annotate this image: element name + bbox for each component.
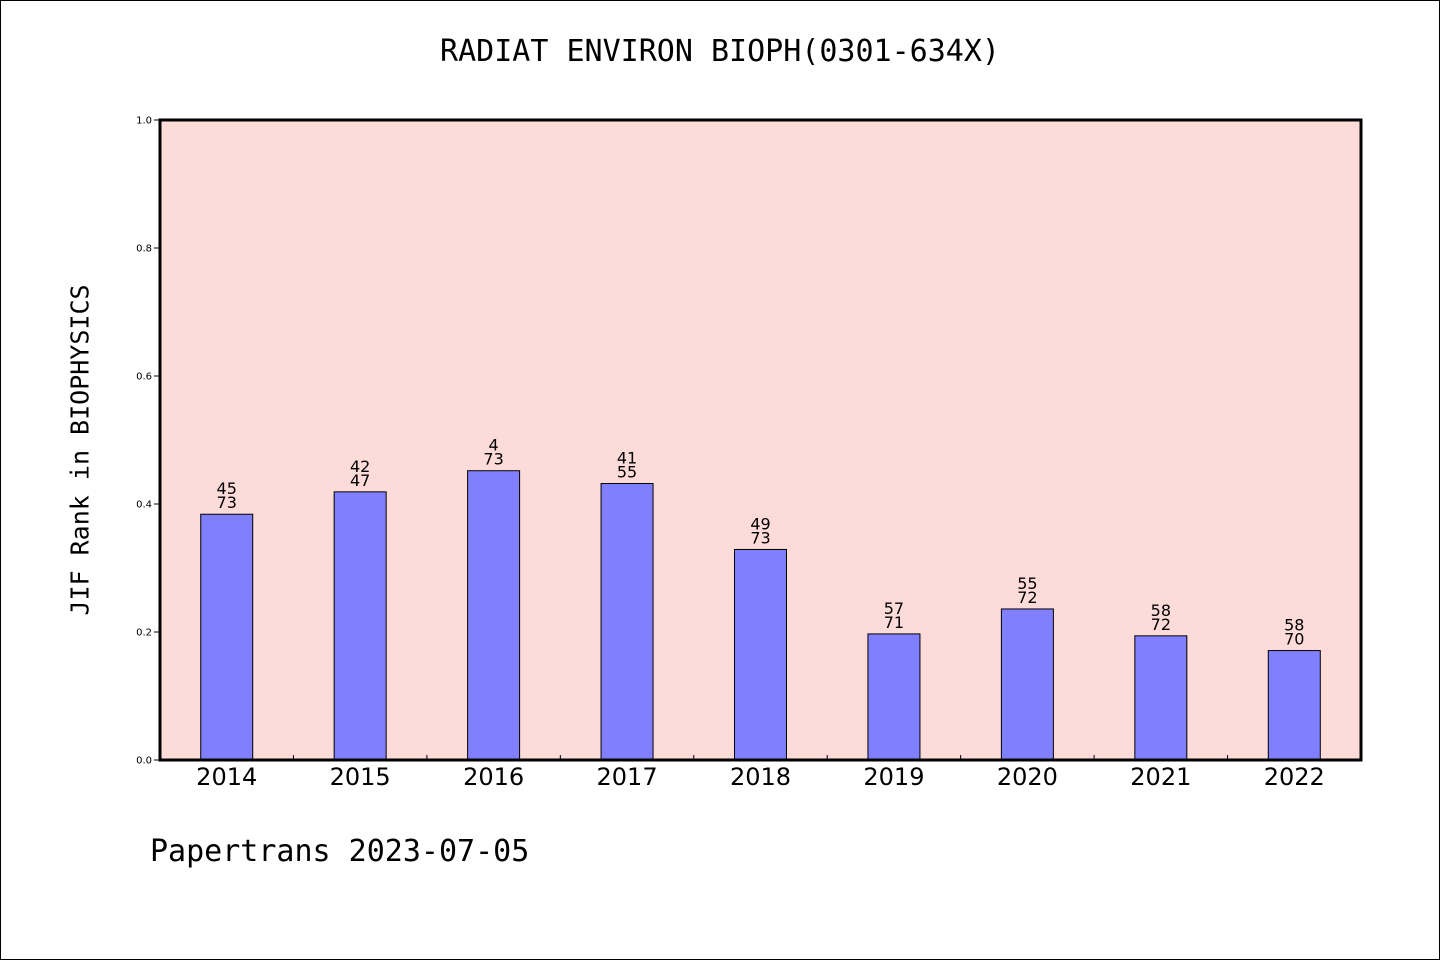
bar-total-label: 73 [217,493,237,512]
y-tick-label: 0.0 [136,756,152,767]
bar-rank-label: 58 [1284,616,1304,635]
bar-total-label: 72 [1017,588,1037,607]
bar-rank-label: 49 [750,514,770,533]
y-tick-label: 1.0 [136,116,152,127]
bar-rank-label: 4 [489,436,499,455]
x-tick-label: 2018 [730,763,791,791]
y-tick-label: 0.2 [136,628,152,639]
bar [200,513,254,761]
x-tick-label: 2017 [597,763,658,791]
y-tick-label: 0.6 [136,372,152,383]
x-tick-label: 2022 [1264,763,1325,791]
bar-rank-label: 42 [350,457,370,476]
bar [1000,608,1054,761]
x-tick-label: 2020 [997,763,1058,791]
x-tick-label: 2021 [1130,763,1191,791]
bar-total-label: 72 [1151,615,1171,634]
x-tick-label: 2014 [196,763,257,791]
bar-total-label: 73 [750,528,770,547]
x-tick-label: 2019 [863,763,924,791]
bar [867,633,921,761]
bar-rank-label: 41 [617,449,637,468]
chart-title: RADIAT ENVIRON BIOPH(0301-634X) [440,34,1000,69]
bar [1267,650,1321,761]
bar-rank-label: 57 [884,599,904,618]
bar-total-label: 71 [884,613,904,632]
x-tick-label: 2015 [330,763,391,791]
bar [467,470,521,761]
bar [1134,635,1188,761]
bar [333,491,387,761]
bar-total-label: 47 [350,471,370,490]
bar-rank-label: 58 [1151,601,1171,620]
y-tick-label: 0.8 [136,244,152,255]
bar [734,548,787,761]
bar-rank-label: 55 [1017,574,1037,593]
footer-text: Papertrans 2023-07-05 [150,834,530,869]
bar-total-label: 55 [617,463,637,482]
bar-total-label: 73 [483,450,503,469]
y-tick-label: 0.4 [136,500,152,511]
x-tick-label: 2016 [463,763,524,791]
bar [600,483,654,761]
bar-rank-label: 45 [217,479,237,498]
bar-total-label: 70 [1284,630,1304,649]
plot-border [158,118,1363,762]
